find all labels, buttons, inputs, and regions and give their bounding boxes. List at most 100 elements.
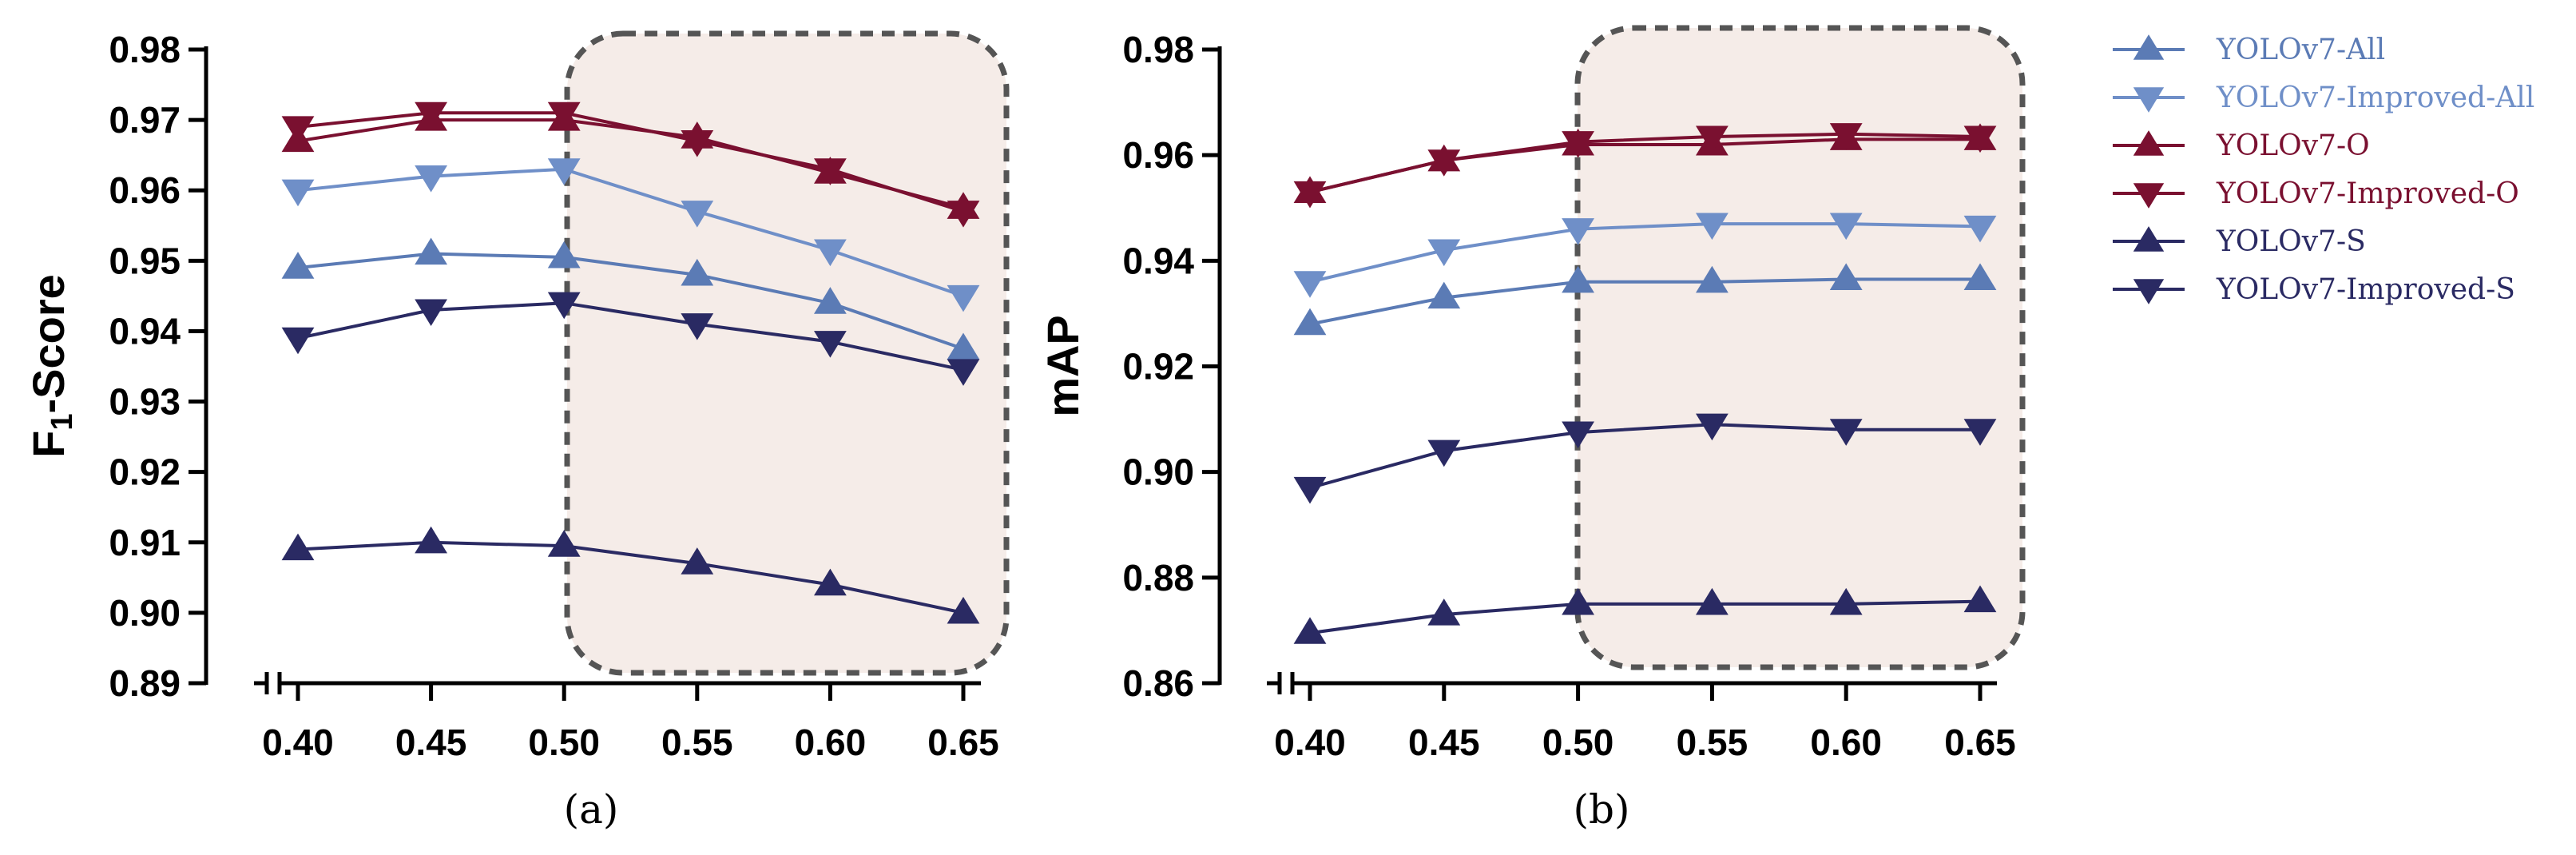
data-point <box>681 547 714 575</box>
data-point <box>1829 123 1863 150</box>
y-tick-label: 0.96 <box>109 169 181 211</box>
data-point <box>947 201 980 228</box>
data-point <box>1696 125 1729 153</box>
highlight-region <box>1574 25 2026 670</box>
series-yolov7-all <box>1293 263 1997 336</box>
legend-item: YOLOv7-Improved-O <box>2113 177 2519 210</box>
chart-panel-a: 0.98 0.97 0.96 0.95 0.94 0.93 0.92 0.91 0.90 0.89… <box>23 29 1010 833</box>
data-point <box>1562 131 1594 158</box>
data-point <box>814 158 847 185</box>
data-point <box>1427 439 1461 467</box>
y-tick-label: 0.89 <box>109 662 181 704</box>
legend-label: YOLOv7-Improved-S <box>2216 273 2515 306</box>
legend-label: YOLOv7-Improved-All <box>2216 82 2534 114</box>
data-point <box>1293 181 1327 209</box>
data-point <box>547 292 581 320</box>
data-point <box>415 165 447 193</box>
data-point <box>947 359 980 386</box>
legend-label: YOLOv7-O <box>2216 129 2370 162</box>
y-tick-label: 0.90 <box>109 592 181 634</box>
legend-item: YOLOv7-All <box>2113 34 2385 66</box>
panel-label: (a) <box>564 786 619 833</box>
y-axis-title-main: mAP <box>1038 315 1088 417</box>
data-point <box>1829 213 1863 241</box>
data-point <box>1427 149 1461 177</box>
x-tick-label: 0.65 <box>927 722 999 763</box>
series-yolov7-improved-o <box>1293 123 1997 209</box>
data-point <box>947 596 980 624</box>
y-axis-title: F1-Score <box>23 274 79 458</box>
data-point <box>1293 476 1327 504</box>
data-point <box>1963 419 1997 446</box>
data-point <box>415 237 447 265</box>
data-point <box>1427 239 1461 267</box>
data-point <box>1829 419 1863 446</box>
x-tick-label: 0.55 <box>661 722 733 763</box>
data-point <box>947 332 980 360</box>
legend-item: YOLOv7-Improved-S <box>2113 273 2515 306</box>
y-tick-label: 0.91 <box>109 522 181 563</box>
data-point <box>1696 413 1729 441</box>
y-tick-label: 0.98 <box>1122 29 1194 70</box>
series-yolov7-s <box>281 526 980 624</box>
data-point <box>1963 125 1997 153</box>
series-line <box>1309 277 1980 326</box>
legend-marker <box>2133 226 2165 252</box>
data-point <box>1829 587 1863 615</box>
y-axis-title: mAP <box>1038 315 1088 417</box>
y-tick-label: 0.90 <box>1122 451 1194 493</box>
data-point <box>1963 215 1997 243</box>
series-line <box>1309 222 1981 284</box>
data-point <box>1829 263 1863 291</box>
data-point <box>814 568 847 596</box>
legend-item: YOLOv7-Improved-All <box>2113 82 2534 114</box>
x-tick-label: 0.45 <box>1408 722 1480 763</box>
data-point <box>1293 271 1327 298</box>
data-point <box>814 331 847 358</box>
data-point <box>547 530 581 557</box>
legend-item: YOLOv7-S <box>2113 225 2366 258</box>
series-yolov7-improved-s <box>281 292 980 386</box>
data-point <box>415 299 447 327</box>
legend-label: YOLOv7-Improved-O <box>2216 177 2519 210</box>
series-yolov7-improved-o <box>281 101 980 228</box>
x-tick-label: 0.60 <box>1810 722 1882 763</box>
highlight-region <box>564 30 1010 676</box>
data-point <box>681 201 714 228</box>
legend-label: YOLOv7-All <box>2216 34 2385 66</box>
y-axis-title-rest: -Score <box>23 274 73 413</box>
legend-label: YOLOv7-S <box>2216 225 2366 258</box>
data-point <box>814 287 847 314</box>
legend-item: YOLOv7-O <box>2113 129 2370 162</box>
y-tick-label: 0.92 <box>109 451 181 493</box>
x-tick-label: 0.50 <box>1542 722 1614 763</box>
data-point <box>1562 218 1594 245</box>
y-tick-label: 0.94 <box>109 310 181 352</box>
series-line <box>297 111 964 213</box>
y-tick-label: 0.92 <box>1122 346 1194 388</box>
y-tick-label: 0.88 <box>1122 557 1194 598</box>
y-tick-label: 0.93 <box>109 381 181 423</box>
x-tick-label: 0.55 <box>1677 722 1748 763</box>
data-point <box>1427 598 1461 626</box>
data-point <box>281 116 315 143</box>
y-tick-label: 0.95 <box>109 240 181 281</box>
series-line <box>1309 423 1980 490</box>
data-point <box>547 158 581 185</box>
data-point <box>1696 265 1729 293</box>
data-point <box>1696 213 1729 241</box>
y-axis-title-subscript: 1 <box>46 413 79 430</box>
series-yolov7-improved-all <box>281 158 980 312</box>
x-tick-label: 0.60 <box>795 722 867 763</box>
series-yolov7-all <box>281 237 980 360</box>
data-point <box>415 526 447 554</box>
data-point <box>1293 308 1327 336</box>
y-axis-title-main: F <box>23 431 73 458</box>
series-line <box>297 540 964 614</box>
series-yolov7-s <box>1293 585 1997 644</box>
data-point <box>1427 281 1461 309</box>
legend-marker <box>2133 87 2165 113</box>
data-point <box>1562 421 1594 449</box>
data-point <box>281 179 315 207</box>
